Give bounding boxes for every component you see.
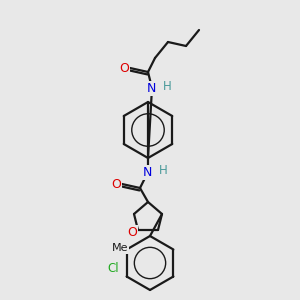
Text: O: O bbox=[127, 226, 137, 238]
Text: N: N bbox=[142, 166, 152, 178]
Text: Cl: Cl bbox=[107, 262, 119, 275]
Text: N: N bbox=[146, 82, 156, 94]
Text: H: H bbox=[163, 80, 171, 92]
Text: Me: Me bbox=[112, 243, 128, 253]
Text: O: O bbox=[111, 178, 121, 190]
Text: O: O bbox=[119, 61, 129, 74]
Text: H: H bbox=[159, 164, 167, 176]
